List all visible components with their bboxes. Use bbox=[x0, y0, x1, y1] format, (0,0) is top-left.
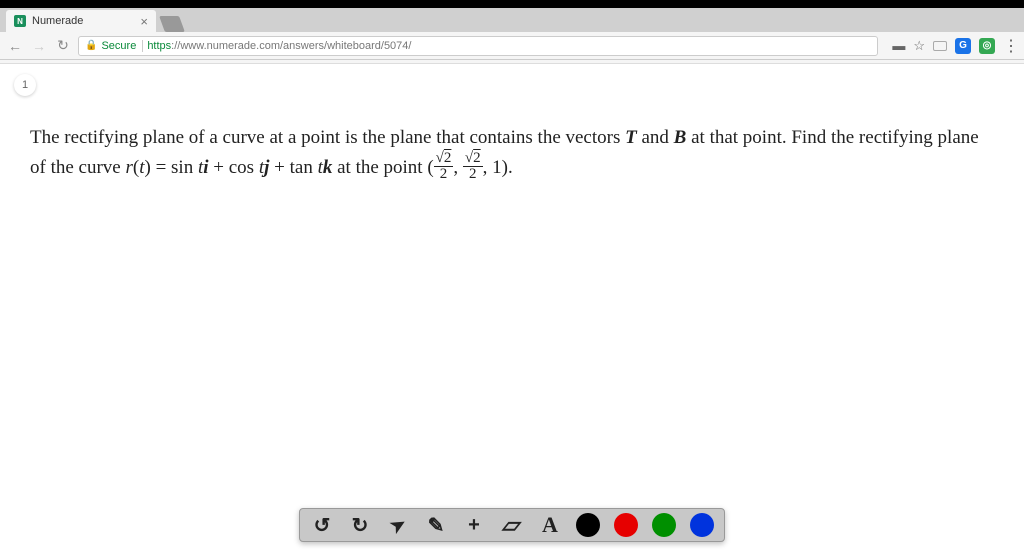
browser-addressbar: ← → ↻ 🔒 Secure https://www.numerade.com/… bbox=[0, 32, 1024, 60]
url-input[interactable]: 🔒 Secure https://www.numerade.com/answer… bbox=[78, 36, 878, 56]
pencil-tool[interactable]: ✎ bbox=[424, 513, 448, 537]
extension-icon-1[interactable]: G bbox=[955, 38, 971, 54]
tab-close-icon[interactable]: × bbox=[140, 14, 148, 29]
screen-icon[interactable] bbox=[933, 41, 947, 51]
secure-label: Secure bbox=[101, 40, 143, 52]
forward-button[interactable]: → bbox=[30, 38, 48, 54]
page-number-indicator[interactable]: 1 bbox=[14, 74, 36, 96]
undo-button[interactable]: ↺ bbox=[310, 513, 334, 537]
add-tool[interactable]: + bbox=[462, 513, 486, 537]
browser-tab[interactable]: N Numerade × bbox=[6, 10, 156, 32]
color-black[interactable] bbox=[576, 513, 600, 537]
browser-menu-icon[interactable]: ⋮ bbox=[1003, 36, 1018, 56]
pointer-tool[interactable]: ➤ bbox=[382, 509, 415, 542]
url-text: https://www.numerade.com/answers/whitebo… bbox=[147, 40, 411, 52]
lock-icon: 🔒 bbox=[85, 40, 97, 51]
bookmark-star-icon[interactable]: ☆ bbox=[913, 38, 925, 54]
whiteboard-toolbar: ↺ ↻ ➤ ✎ + ▱ A bbox=[299, 508, 725, 542]
reload-button[interactable]: ↻ bbox=[54, 37, 72, 54]
color-red[interactable] bbox=[614, 513, 638, 537]
tab-favicon: N bbox=[14, 15, 26, 27]
page-action-icon[interactable]: ▬ bbox=[892, 38, 905, 53]
problem-statement: The rectifying plane of a curve at a poi… bbox=[30, 124, 994, 184]
text-tool[interactable]: A bbox=[538, 513, 562, 537]
new-tab-button[interactable] bbox=[159, 16, 185, 32]
extension-icon-2[interactable]: ◎ bbox=[979, 38, 995, 54]
addressbar-actions: ▬ ☆ G ◎ ⋮ bbox=[892, 36, 1018, 56]
tab-title: Numerade bbox=[32, 15, 136, 27]
back-button[interactable]: ← bbox=[6, 38, 24, 54]
window-titlebar bbox=[0, 0, 1024, 8]
color-green[interactable] bbox=[652, 513, 676, 537]
page-content: 1 The rectifying plane of a curve at a p… bbox=[0, 64, 1024, 554]
color-blue[interactable] bbox=[690, 513, 714, 537]
redo-button[interactable]: ↻ bbox=[348, 513, 372, 537]
eraser-tool[interactable]: ▱ bbox=[497, 513, 527, 537]
browser-tabbar: N Numerade × bbox=[0, 8, 1024, 32]
